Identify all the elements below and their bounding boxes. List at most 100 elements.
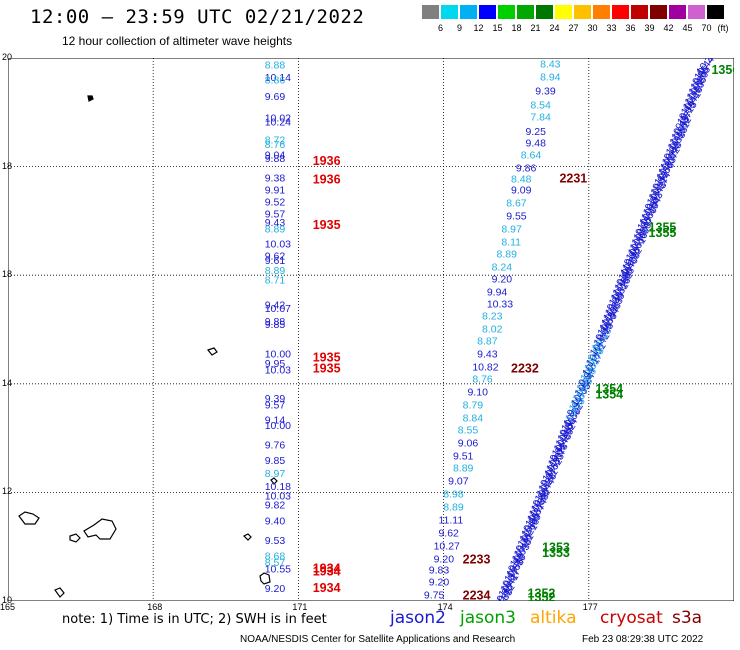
swh-value: 9.43	[265, 217, 286, 229]
lat-tick-label: 12	[2, 486, 13, 497]
lon-tick-label: 177	[582, 602, 598, 612]
swh-value: 9.39	[265, 393, 286, 405]
time-label: 1934	[313, 561, 341, 575]
swh-value: 8.94	[540, 71, 561, 83]
swh-value: 8.71	[265, 275, 286, 287]
swh-value: 9.95	[265, 358, 286, 370]
scale-label: 39	[644, 23, 655, 33]
swh-value: 7.84	[530, 112, 551, 124]
scale-swatch	[422, 5, 439, 19]
scale-label: 36	[625, 23, 636, 33]
scale-label: 21	[530, 23, 541, 33]
swh-value: 9.20	[492, 273, 513, 285]
swh-value: 9.62	[438, 528, 459, 540]
lon-tick-label: 174	[437, 602, 453, 612]
time-label: 1354	[595, 388, 623, 402]
swh-value: 8.87	[477, 335, 498, 347]
credit-line: NOAA/NESDIS Center for Satellite Applica…	[240, 634, 516, 645]
swh-value: 9.39	[535, 86, 556, 98]
swh-value: 9.76	[265, 440, 286, 452]
swh-value: 9.10	[467, 386, 488, 398]
swh-value: 9.57	[265, 208, 286, 220]
swh-value: 9.48	[526, 138, 547, 150]
swh-value: 9.25	[526, 126, 547, 138]
swh-value: 9.69	[265, 91, 286, 103]
swh-value: 8.68	[265, 550, 286, 562]
time-label: 1352	[528, 586, 556, 600]
timestamp: Feb 23 08:29:38 UTC 2022	[582, 634, 704, 645]
scale-label: 27	[568, 23, 579, 33]
swh-value: 10.03	[265, 491, 291, 503]
island-a	[18, 511, 40, 525]
swh-value: 9.86	[516, 163, 537, 175]
time-label: 1354	[595, 382, 623, 396]
swh-value: 8.64	[521, 150, 542, 162]
scale-swatch	[631, 5, 648, 19]
island-e	[242, 533, 252, 541]
lat-tick-label: 18	[2, 160, 13, 171]
scale-label: 45	[682, 23, 693, 33]
swh-value: 8.72	[265, 134, 286, 146]
swh-value: 10.07	[265, 303, 291, 315]
lon-tick-label: 165	[0, 602, 16, 612]
swh-value: 9.62	[265, 251, 286, 263]
scale-swatch	[555, 5, 572, 19]
island-d	[206, 347, 218, 356]
island-f	[259, 572, 271, 585]
swh-value: 8.67	[506, 197, 527, 209]
swh-value: 9.61	[265, 255, 286, 267]
time-label: 1355	[649, 220, 677, 234]
swh-value: 10.55	[265, 563, 291, 575]
scale-swatch	[498, 5, 515, 19]
swh-value: 9.75	[424, 589, 445, 601]
swh-value: 10.00	[265, 348, 291, 360]
swh-value: 10.18	[265, 481, 291, 493]
swh-value: 8.57	[265, 557, 286, 569]
swh-value: 9.55	[506, 210, 527, 222]
scale-label: 9	[456, 23, 462, 33]
swh-value: 8.24	[492, 262, 513, 274]
scale-label: 42	[663, 23, 674, 33]
time-label: 1353	[542, 546, 570, 560]
legend-s3a: s3a	[672, 608, 703, 628]
swh-value: 8.76	[472, 373, 493, 385]
legend-cryosat: cryosat	[600, 608, 663, 628]
swh-value: 9.83	[429, 565, 450, 577]
time-label: 2234	[463, 588, 491, 601]
swh-value: 9.40	[265, 516, 286, 528]
map-frame	[8, 58, 734, 601]
swh-value: 10.02	[265, 113, 291, 125]
scale-label: 33	[606, 23, 617, 33]
lat-tick-label: 10	[2, 595, 13, 605]
island-i	[87, 95, 94, 102]
island-g	[270, 477, 278, 485]
swh-value: 9.52	[265, 196, 286, 208]
swh-value: 8.02	[482, 323, 503, 335]
swh-value: 8.43	[540, 58, 561, 70]
swh-value: 8.54	[530, 100, 551, 112]
swh-value: 10.27	[434, 541, 460, 553]
time-label: 2232	[511, 362, 539, 376]
island-b	[83, 518, 117, 540]
swh-value: 9.88	[265, 153, 286, 165]
swh-value: 9.88	[265, 316, 286, 328]
swh-value: 9.14	[265, 415, 286, 427]
lon-tick-label: 168	[147, 602, 163, 612]
swh-value: 9.85	[265, 319, 286, 331]
scale-swatch	[593, 5, 610, 19]
swh-value: 9.53	[265, 535, 286, 547]
scale-swatch	[441, 5, 458, 19]
time-label: 1934	[313, 565, 341, 579]
map-title: 12:00 – 23:59 UTC 02/21/2022	[30, 6, 365, 28]
swh-value: 8.84	[463, 412, 484, 424]
swh-value: 9.82	[265, 499, 286, 511]
swh-value: 8.11	[501, 237, 521, 249]
swh-value: 9.85	[265, 455, 286, 467]
time-label: 1935	[313, 218, 341, 232]
swh-value: 9.06	[458, 437, 479, 449]
swh-value: 10.33	[487, 298, 513, 310]
altimeter-map: 8.8810.148.869.6910.0210.248.728.769.049…	[8, 58, 734, 601]
swh-value: 10.24	[265, 117, 291, 129]
scale-label: 30	[587, 23, 598, 33]
swh-value: 10.00	[265, 420, 291, 432]
